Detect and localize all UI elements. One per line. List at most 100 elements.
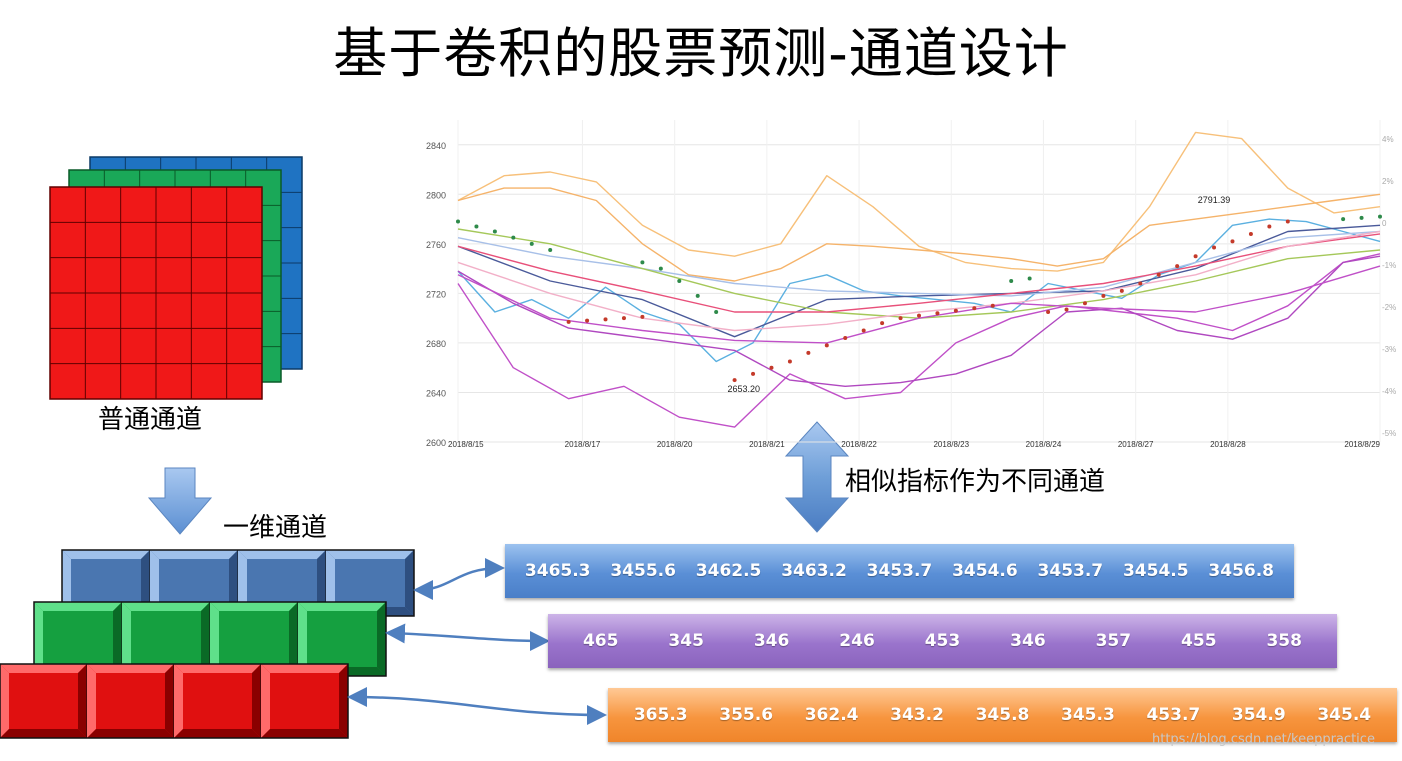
series-line-7 — [457, 233, 1381, 313]
dot-point — [529, 241, 534, 246]
x-tick-label: 2018/8/21 — [749, 440, 785, 449]
similar-indicators-caption: 相似指标作为不同通道 — [845, 467, 1106, 497]
dot-point — [1285, 219, 1290, 224]
x-tick-label: 2018/8/22 — [841, 440, 877, 449]
y-tick-label: 2840 — [426, 141, 446, 151]
bar-value: 3462.5 — [695, 561, 762, 581]
dot-point — [843, 335, 848, 340]
connector-arrows — [347, 558, 607, 725]
connector-arrow-green — [385, 623, 550, 651]
bar-value: 345.8 — [975, 705, 1030, 725]
page-title: 基于卷积的股票预测-通道设计 — [333, 22, 1069, 85]
x-tick-label: 2018/8/28 — [1210, 440, 1246, 449]
dot-point — [861, 328, 866, 333]
bar-value: 357 — [1095, 631, 1132, 651]
x-tick-label: 2018/8/27 — [1118, 440, 1154, 449]
x-tick-label: 2018/8/23 — [933, 440, 969, 449]
dot-point — [806, 350, 811, 355]
series-line-8 — [457, 230, 1381, 332]
dot-point — [640, 260, 645, 265]
series-line-11 — [457, 265, 1381, 344]
y2-tick-label: 0 — [1382, 219, 1387, 228]
dot-point — [640, 314, 645, 319]
data-bar-blue: 3465.3 3455.6 3462.5 3463.2 3453.7 3454.6 3453… — [505, 544, 1294, 598]
dot-point — [787, 359, 792, 364]
dot-point — [511, 235, 516, 240]
blocks-red — [0, 663, 349, 739]
bar-value: 3463.2 — [781, 561, 847, 581]
x-tick-label: 2018/8/17 — [565, 440, 601, 449]
dot-point — [492, 229, 497, 234]
dot-point — [1230, 239, 1235, 244]
dot-point — [1009, 279, 1014, 283]
bar-value: 346 — [1010, 631, 1046, 651]
bar-value: 453 — [924, 631, 961, 651]
dot-point — [1064, 307, 1069, 312]
dot-point — [990, 303, 995, 308]
one-dim-channel-blocks — [0, 549, 415, 739]
normal-channel-caption: 普通通道 — [98, 405, 203, 435]
one-dim-channel-caption: 一维通道 — [223, 513, 328, 543]
y2-tick-label: -3% — [1382, 345, 1396, 354]
dot-point — [1267, 224, 1272, 229]
bar-value: 3453.7 — [866, 561, 933, 581]
dot-point — [751, 371, 756, 376]
dot-point — [1193, 254, 1198, 259]
dot-point — [677, 279, 682, 283]
x-tick-label: 2018/8/24 — [1026, 440, 1062, 449]
bar-value: 455 — [1181, 631, 1217, 651]
dot-point — [474, 224, 479, 229]
dot-point — [953, 308, 958, 313]
y2-tick-label: -4% — [1382, 387, 1396, 396]
bar-value: 3456.8 — [1208, 561, 1275, 581]
dot-point — [714, 309, 719, 314]
down-arrow-icon — [147, 467, 213, 535]
annotation-label: 2791.39 — [1198, 195, 1231, 205]
bar-value: 3453.7 — [1037, 561, 1104, 581]
dot-point — [1082, 301, 1087, 306]
watermark: https://blog.csdn.net/keeppractice — [1152, 732, 1375, 747]
bar-value: 354.9 — [1231, 705, 1286, 725]
bar-value: 465 — [582, 631, 619, 651]
series-line-10 — [457, 255, 1381, 387]
stock-line-chart: 2840 2800 2760 2720 2680 2640 2600 4% 2% 0 -1% -2% -… — [426, 120, 1396, 449]
series-line-1 — [457, 131, 1381, 272]
y-tick-label: 2600 — [426, 438, 446, 448]
y2-tick-label: -2% — [1382, 303, 1396, 312]
normal-channel-grids — [49, 156, 303, 400]
dot-point — [548, 248, 553, 253]
dot-point — [732, 378, 737, 383]
block-red-2 — [86, 663, 175, 739]
y2-tick-label: 2% — [1382, 177, 1394, 186]
bar-value: 3465.3 — [524, 561, 591, 581]
bar-value: 345.4 — [1317, 705, 1372, 725]
dot-point — [585, 318, 590, 323]
bar-value: 358 — [1266, 631, 1302, 651]
data-bar-orange: 365.3 355.6 362.4 343.2 345.8 345.3 453.7 354.9… — [608, 688, 1397, 742]
block-red-4 — [260, 663, 349, 739]
block-red-3 — [173, 663, 262, 739]
y-tick-label: 2760 — [426, 240, 446, 250]
dot-point — [1119, 288, 1124, 293]
bar-value: 355.6 — [719, 705, 774, 725]
bar-value: 343.2 — [890, 705, 944, 725]
data-bar-purple: 465 345 346 246 453 346 357 455 358 — [548, 614, 1337, 668]
series-line-4 — [457, 224, 1381, 338]
x-tick-label: 2018/8/15 — [448, 440, 484, 449]
bar-value: 365.3 — [633, 705, 688, 725]
bar-value: 3454.5 — [1122, 561, 1189, 581]
y2-tick-label: 4% — [1382, 135, 1394, 144]
bar-value: 246 — [839, 631, 875, 651]
dot-point — [898, 316, 903, 321]
y-tick-label: 2640 — [426, 388, 446, 398]
dot-point — [1359, 215, 1364, 220]
dot-point — [1212, 245, 1217, 250]
dot-point — [1156, 272, 1161, 277]
dot-point — [1046, 309, 1051, 314]
connector-arrow-blue — [413, 558, 505, 600]
dot-point — [972, 306, 977, 311]
dot-point — [769, 365, 774, 370]
series-line-3 — [457, 218, 1381, 363]
dot-point — [880, 321, 885, 326]
bar-value: 3454.6 — [952, 561, 1018, 581]
